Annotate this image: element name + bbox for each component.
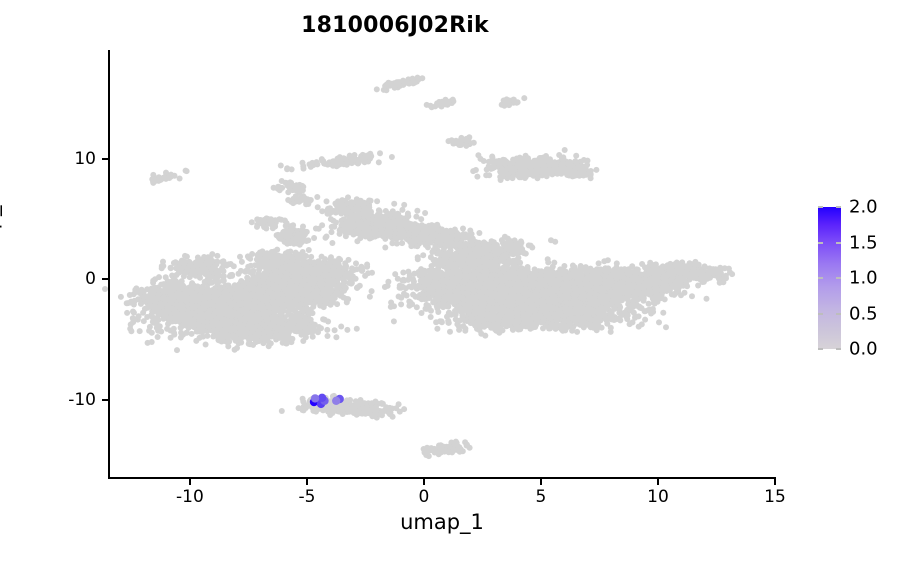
y-tick-mark [102, 278, 108, 281]
y-tick-mark [102, 398, 108, 401]
cell-point-group [411, 223, 483, 255]
colorbar-tick-mark [836, 277, 841, 279]
colorbar-tick-label: 0.5 [849, 303, 878, 324]
y-axis-spine [108, 50, 110, 479]
cell-point-group [373, 74, 426, 94]
cell-point-group [248, 215, 290, 232]
cell-point-group [420, 438, 473, 460]
cell-point-group [498, 95, 528, 109]
colorbar-tick-mark [818, 241, 823, 244]
cell-point-group [365, 216, 462, 251]
colorbar-tick-mark [818, 348, 823, 350]
cell-point-group [237, 246, 322, 274]
cell-point-group [423, 96, 457, 111]
cell-point-group [173, 309, 360, 353]
x-tick-label: 15 [764, 487, 786, 507]
cell-point-group [273, 222, 318, 248]
colorbar-tick-mark [836, 241, 841, 244]
page-title: 1810006J02Rik [301, 13, 489, 38]
x-tick-mark [539, 479, 542, 485]
cell-point-group [312, 200, 429, 246]
x-tick-label: -10 [176, 487, 204, 507]
colorbar-tick-mark [836, 312, 841, 315]
cell-point-group [102, 265, 341, 354]
cell-point-group [522, 257, 710, 303]
y-tick-label: -10 [68, 389, 96, 410]
x-tick-label: 0 [418, 487, 430, 507]
colorbar-tick-mark [818, 312, 823, 315]
x-tick-mark [188, 479, 191, 485]
cell-point-group [299, 392, 344, 409]
cell-point-group [158, 251, 237, 285]
x-axis-spine [108, 477, 776, 479]
y-axis-label: umap_2 [0, 192, 2, 276]
x-tick-label: -5 [298, 487, 316, 507]
cell-point-group [278, 396, 402, 418]
colorbar-tick-label: 1.5 [849, 232, 878, 253]
cell-point-group [287, 253, 375, 295]
cell-point-group [285, 193, 321, 208]
cell-point-group [270, 178, 307, 196]
y-tick-label: 0 [85, 269, 96, 290]
cell-point-group [433, 303, 573, 339]
cell-point-group [277, 150, 395, 173]
colorbar-tick-label: 1.0 [849, 267, 878, 289]
cell-point-group [213, 258, 375, 315]
cell-point-group [346, 404, 408, 421]
colorbar-tick-mark [836, 348, 841, 350]
colorbar-tick-mark [818, 277, 823, 279]
colorbar-tick-mark [836, 206, 841, 208]
cell-point-group [392, 250, 557, 319]
x-tick-mark [305, 479, 308, 485]
x-tick-label: 5 [535, 487, 547, 507]
x-tick-mark [422, 479, 425, 485]
cell-point-group [117, 268, 229, 323]
colorbar-tick-label: 0.0 [849, 338, 878, 360]
cell-point-group [634, 258, 736, 286]
cell-point-group [470, 147, 587, 183]
x-axis-label: umap_1 [400, 510, 484, 534]
y-tick-mark [102, 157, 108, 160]
y-tick-label: 10 [74, 148, 96, 169]
cell-point-group [381, 257, 679, 332]
colorbar-tick-mark [818, 206, 823, 208]
cell-point-group [149, 167, 190, 186]
cell-point-group [445, 134, 477, 149]
x-tick-mark [774, 479, 776, 485]
colorbar-tick-label: 2.0 [849, 196, 878, 218]
cell-point-group [314, 194, 381, 222]
cell-point-group [470, 299, 669, 335]
highlighted-expression-points [309, 393, 344, 409]
x-tick-label: 10 [647, 487, 669, 507]
cell-point-group [535, 157, 600, 182]
x-tick-mark [656, 479, 659, 485]
cell-point-group [414, 231, 559, 277]
